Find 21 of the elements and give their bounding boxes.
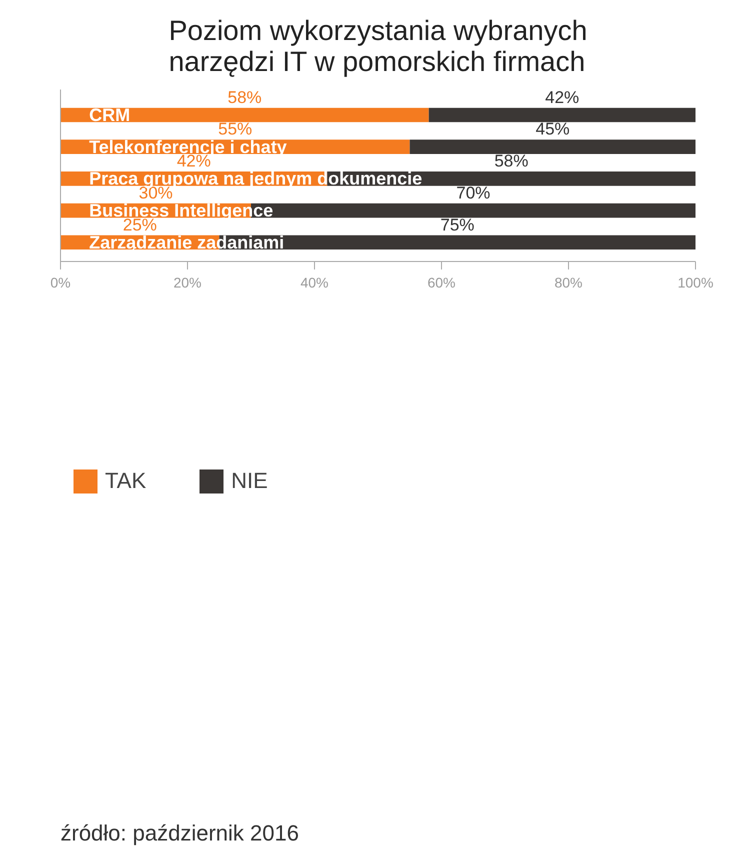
y-tick-label: CRM [89,104,130,125]
data-label: 75% [440,215,474,234]
data-label: 55% [218,120,252,139]
legend-label: TAK [105,467,146,496]
chart-title: Poziom wykorzystania wybranych narzędzi IT w pomorskich firmach [168,15,588,77]
bar [60,108,429,122]
legend-label: NIE [231,467,268,496]
x-tick-label: 100% [678,274,714,290]
data-label: 42% [545,88,580,107]
x-tick-label: 60% [427,274,456,290]
data-label: 58% [228,88,262,107]
data-label: 70% [456,183,490,202]
text: źródło: październik 2016 [60,820,299,846]
data-label: 58% [494,152,528,171]
bar [428,108,696,122]
x-tick-label: 20% [173,274,202,290]
x-tick-label: 0% [50,274,71,290]
x-tick-label: 40% [300,274,329,290]
data-label: 45% [536,120,570,139]
x-tick-label: 80% [554,274,583,290]
bar [410,140,696,154]
